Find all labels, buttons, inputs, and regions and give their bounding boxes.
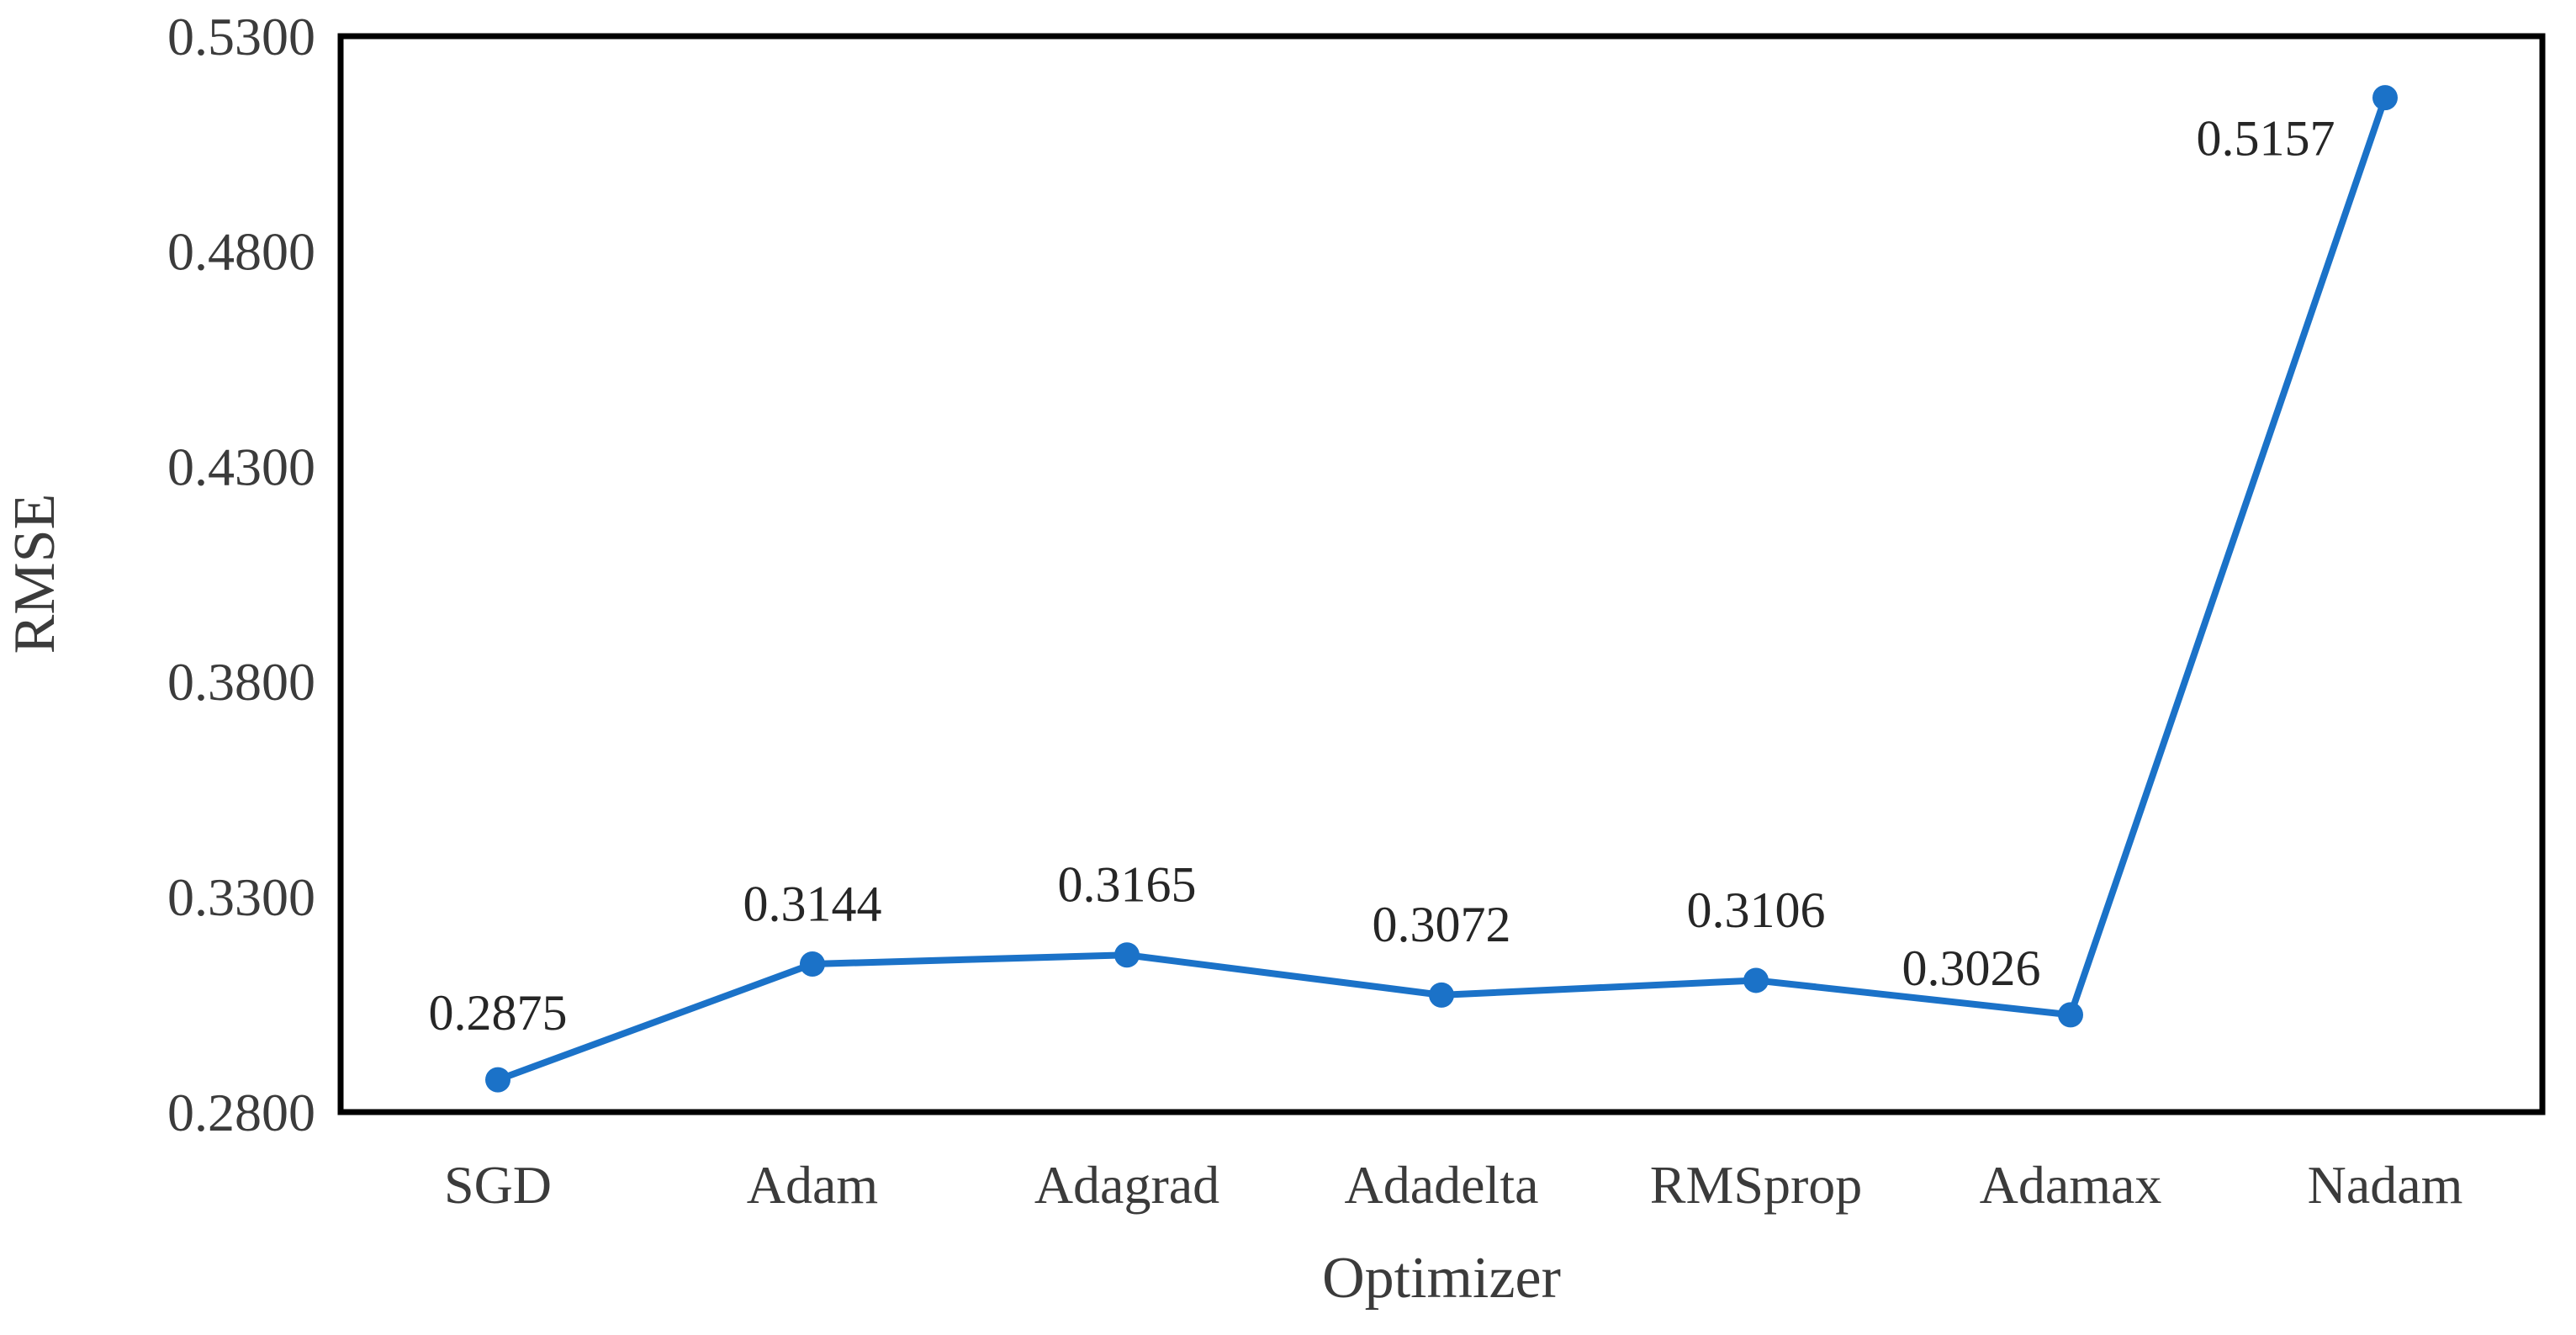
x-category-label: Adagrad <box>1034 1155 1219 1215</box>
data-label: 0.2875 <box>429 985 568 1041</box>
y-tick-label: 0.4800 <box>167 222 315 282</box>
data-point <box>1429 982 1454 1008</box>
data-point <box>485 1067 510 1093</box>
y-tick-label: 0.3800 <box>167 652 315 712</box>
data-label: 0.3026 <box>1902 940 2041 996</box>
data-label: 0.5157 <box>2197 111 2335 167</box>
series-markers-group <box>485 85 2398 1093</box>
y-axis-tick-labels: 0.2800 0.3300 0.3800 0.4300 0.4800 0.5300 <box>167 7 315 1142</box>
data-point <box>2372 85 2398 111</box>
x-category-label: RMSprop <box>1650 1155 1863 1215</box>
x-axis-title: Optimizer <box>1322 1246 1561 1311</box>
data-label: 0.3106 <box>1687 882 1826 938</box>
plot-area-border <box>337 33 2546 1115</box>
data-point <box>2058 1002 2083 1028</box>
data-point <box>1743 967 1769 993</box>
x-category-label: Nadam <box>2308 1155 2463 1215</box>
x-category-label: Adam <box>747 1155 878 1215</box>
x-category-label: Adadelta <box>1345 1155 1539 1215</box>
x-axis-category-labels: SGD Adam Adagrad Adadelta RMSprop Adamax Nadam <box>444 1155 2462 1215</box>
y-tick-label: 0.3300 <box>167 867 315 927</box>
data-label: 0.3165 <box>1058 857 1197 913</box>
data-labels-group: 0.2875 0.3144 0.3165 0.3072 0.3106 0.3026 0.51… <box>429 111 2335 1041</box>
x-category-label: Adamax <box>1980 1155 2162 1215</box>
y-tick-label: 0.5300 <box>167 7 315 66</box>
x-category-label: SGD <box>444 1155 552 1215</box>
data-point <box>1114 942 1140 968</box>
y-tick-label: 0.4300 <box>167 437 315 496</box>
data-label: 0.3144 <box>743 876 882 931</box>
data-point <box>800 951 825 977</box>
y-axis-title: RMSE <box>3 494 67 654</box>
y-tick-label: 0.2800 <box>167 1083 315 1142</box>
data-label: 0.3072 <box>1373 897 1511 952</box>
